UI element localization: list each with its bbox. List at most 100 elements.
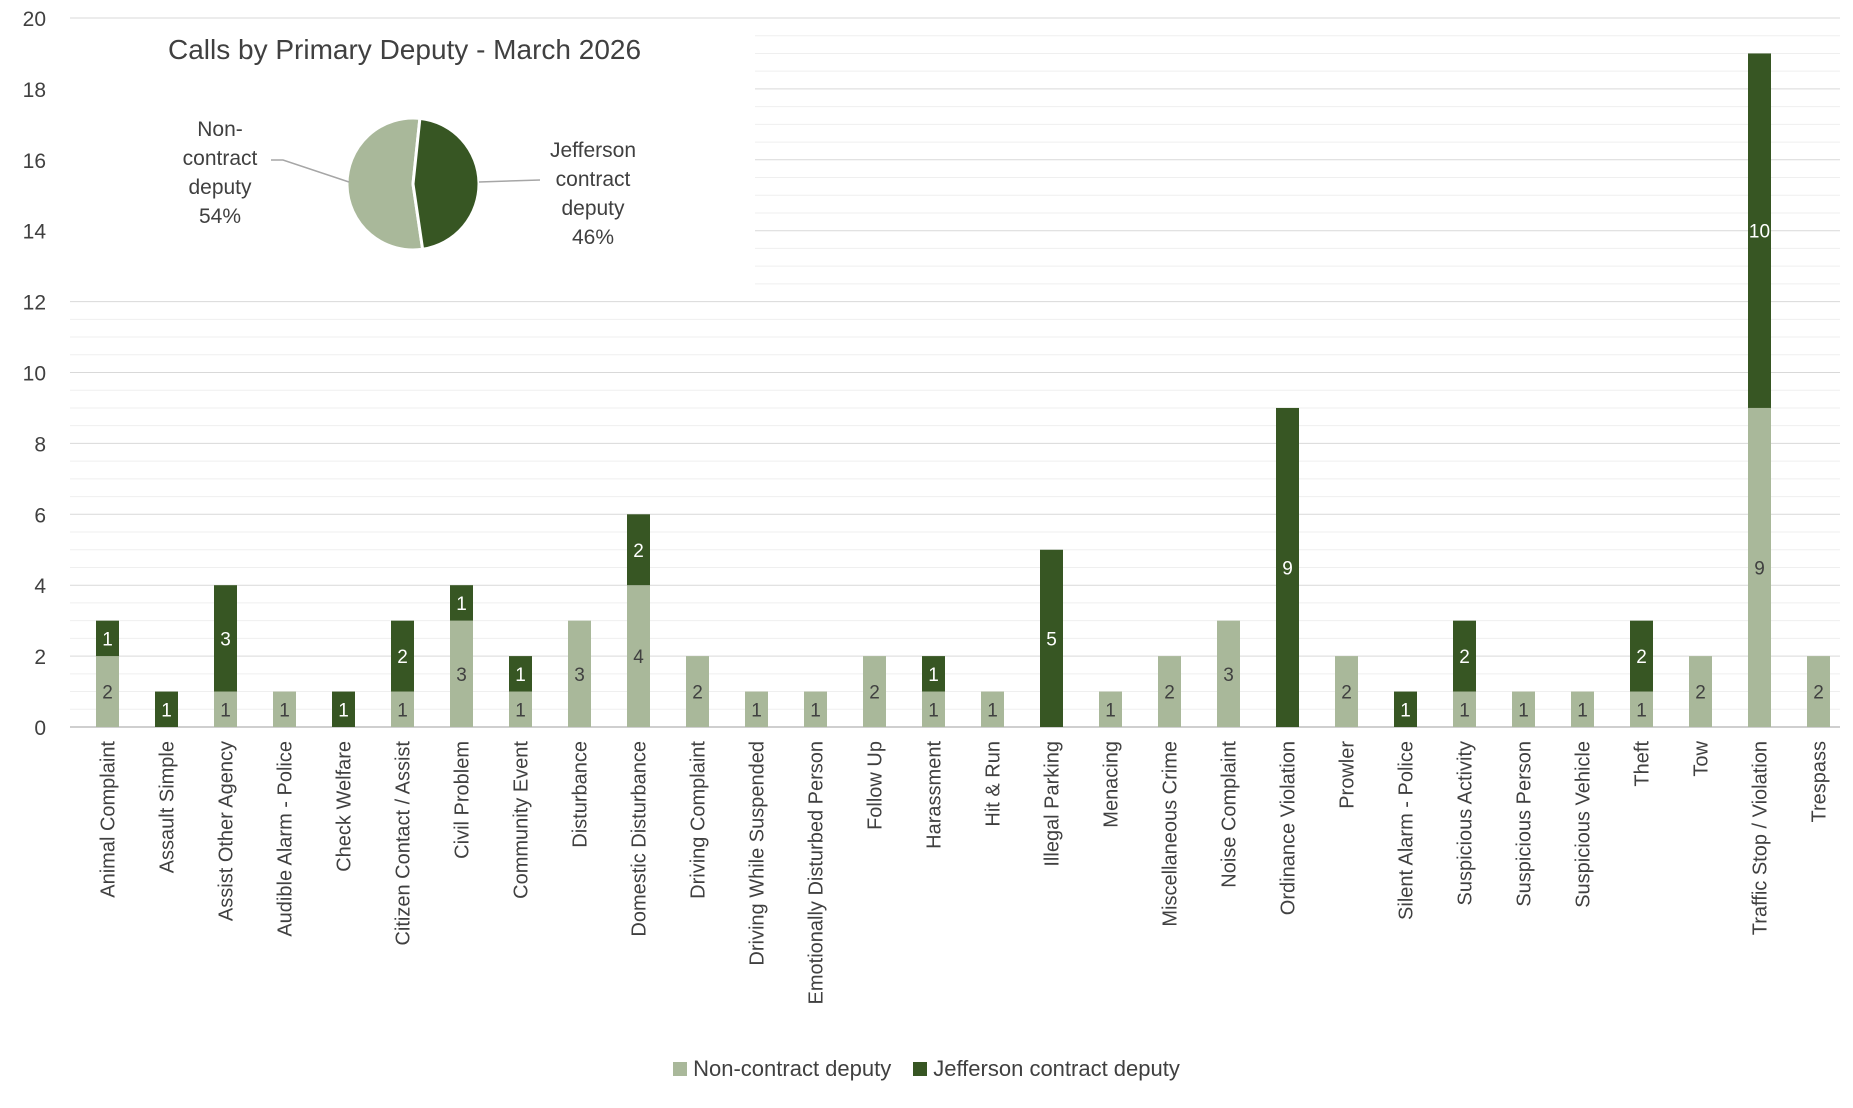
x-tick-label: Assault Simple — [157, 741, 179, 873]
data-label: 5 — [1046, 629, 1057, 650]
x-tick-label: Prowler — [1337, 741, 1359, 809]
data-label: 2 — [1636, 647, 1647, 668]
bar-segment-non-contract — [1453, 691, 1476, 727]
bar-segment-jefferson — [509, 656, 532, 692]
data-label: 1 — [338, 700, 349, 721]
legend-item-non-contract: Non-contract deputy — [673, 1056, 891, 1082]
x-tick-label: Trespass — [1809, 741, 1831, 823]
bar-segment-non-contract — [1335, 656, 1358, 727]
bar-segment-non-contract — [1512, 691, 1535, 727]
bar-segment-non-contract — [1571, 691, 1594, 727]
data-label: 2 — [1695, 683, 1706, 704]
y-tick-label: 12 — [23, 292, 46, 315]
x-tick-label: Driving While Suspended — [747, 741, 769, 966]
pie-leader-line-non-contract — [271, 159, 350, 183]
bar-segment-non-contract — [96, 656, 119, 727]
bar-segment-jefferson — [627, 514, 650, 586]
bar-segment-jefferson — [155, 691, 178, 727]
legend-swatch-jefferson — [913, 1062, 928, 1076]
legend: Non-contract deputy Jefferson contract d… — [0, 1056, 1853, 1082]
x-tick-label: Suspicious Person — [1514, 741, 1536, 907]
data-label: 2 — [633, 541, 644, 562]
data-label: 1 — [928, 700, 939, 721]
x-tick-label: Harassment — [924, 741, 946, 849]
y-tick-label: 14 — [23, 221, 47, 244]
x-tick-label: Silent Alarm - Police — [1396, 741, 1418, 920]
pie-label-line: 54% — [198, 205, 242, 228]
x-tick-label: Ordinance Violation — [1278, 741, 1300, 915]
bar-segment-non-contract — [1748, 407, 1771, 727]
y-axis-tick-labels: 0 2 4 6 8 10 12 14 16 18 20 — [23, 8, 47, 740]
x-tick-label: Audible Alarm - Police — [275, 741, 297, 937]
bar-segment-non-contract — [1630, 691, 1653, 727]
bar-segment-non-contract — [627, 585, 650, 727]
bar-segment-non-contract — [273, 691, 296, 727]
bar-segment-non-contract — [214, 691, 237, 727]
data-label: 2 — [102, 683, 113, 704]
pie-leader-line-jefferson — [478, 179, 541, 183]
bar-segment-jefferson — [1394, 691, 1417, 727]
bar-segment-jefferson — [922, 656, 945, 692]
x-tick-label: Animal Complaint — [98, 741, 120, 898]
y-tick-label: 8 — [34, 433, 46, 456]
bar-segment-jefferson — [332, 691, 355, 727]
bar-segment-non-contract — [745, 691, 768, 727]
pie-label-non-contract: Non-contract deputy 54% — [170, 115, 270, 231]
y-tick-label: 0 — [34, 717, 46, 740]
y-tick-label: 6 — [34, 504, 46, 527]
bar-segment-jefferson — [1040, 549, 1063, 727]
x-tick-label: Check Welfare — [334, 741, 356, 872]
bar-segment-non-contract — [1217, 620, 1240, 727]
pie-label-line: Jefferson — [550, 139, 636, 162]
bar-segment-non-contract — [391, 691, 414, 727]
x-tick-label: Hit & Run — [983, 741, 1005, 827]
data-label: 1 — [279, 700, 290, 721]
pie-chart-title: Calls by Primary Deputy - March 2026 — [168, 34, 642, 65]
x-tick-label: Illegal Parking — [1042, 741, 1064, 867]
bar-segment-non-contract — [568, 620, 591, 727]
minor-gridlines — [70, 35, 1840, 710]
y-tick-label: 2 — [34, 646, 46, 669]
data-label: 2 — [1459, 647, 1470, 668]
bar-segment-non-contract — [804, 691, 827, 727]
x-tick-label: Emotionally Disturbed Person — [806, 741, 828, 1004]
bars: 2 1 1 1 3 1 1 1 2 3 1 1 1 3 4 2 2 1 1 2 1 1 1 5 1 2 3 9 2 1 1 2 1 1 1 2 2 9 10… — [96, 53, 1830, 727]
bar-segment-jefferson — [214, 585, 237, 692]
pie-slice-jefferson — [411, 116, 481, 251]
x-tick-label: Suspicious Vehicle — [1573, 741, 1595, 908]
pie-label-line: deputy — [188, 176, 252, 199]
data-label: 2 — [1341, 683, 1352, 704]
bar-segment-non-contract — [450, 620, 473, 727]
data-label: 2 — [869, 683, 880, 704]
bar-segment-jefferson — [1453, 620, 1476, 692]
bar-segment-jefferson — [450, 585, 473, 621]
data-label: 1 — [456, 594, 467, 615]
data-label: 1 — [1105, 700, 1116, 721]
x-tick-label: Miscellaneous Crime — [1160, 741, 1182, 927]
bar-segment-jefferson — [1276, 407, 1299, 727]
data-label: 3 — [220, 629, 231, 650]
data-label: 3 — [574, 665, 585, 686]
bar-segment-jefferson — [1630, 620, 1653, 692]
x-tick-label: Citizen Contact / Assist — [393, 741, 415, 946]
x-tick-label: Disturbance — [570, 741, 592, 848]
data-label: 2 — [1164, 683, 1175, 704]
x-tick-label: Follow Up — [865, 741, 887, 830]
x-tick-label: Tow — [1691, 740, 1713, 776]
x-tick-label: Noise Complaint — [1219, 741, 1241, 888]
data-label: 1 — [1518, 700, 1529, 721]
x-tick-label: Assist Other Agency — [216, 741, 238, 921]
x-tick-label: Domestic Disturbance — [629, 741, 651, 937]
data-label: 1 — [1459, 700, 1470, 721]
data-label: 2 — [397, 647, 408, 668]
data-label: 1 — [1577, 700, 1588, 721]
y-tick-label: 10 — [23, 363, 46, 386]
data-label: 9 — [1282, 558, 1293, 579]
data-label: 2 — [692, 683, 703, 704]
pie-label-line: 46% — [571, 226, 615, 249]
legend-swatch-non-contract — [673, 1062, 688, 1076]
pie-slice-non-contract — [345, 116, 425, 252]
legend-item-jefferson: Jefferson contract deputy — [913, 1056, 1180, 1082]
bar-segment-jefferson — [1748, 53, 1771, 408]
